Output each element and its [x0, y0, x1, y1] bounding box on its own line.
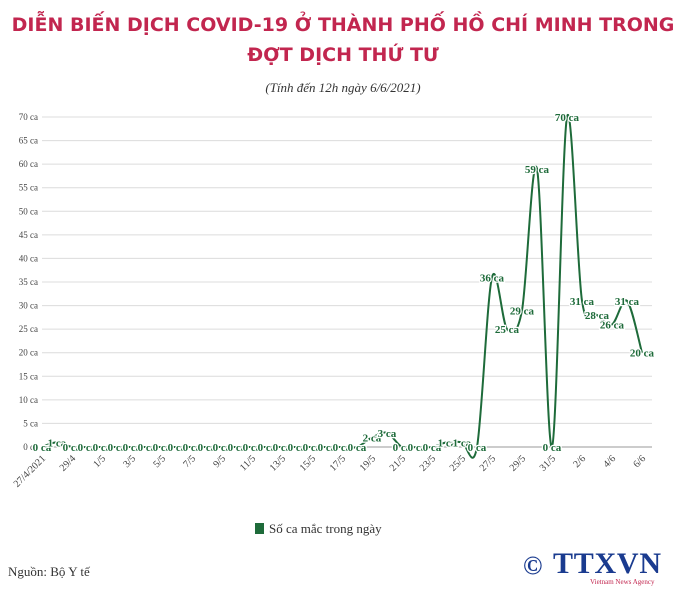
data-label: 0 ca [213, 442, 232, 454]
data-label: 0 ca [423, 442, 442, 454]
x-tick-label: 27/5 [478, 453, 498, 473]
x-tick-label: 17/5 [328, 453, 348, 473]
data-label: 0 ca [333, 442, 352, 454]
x-tick-label: 21/5 [388, 453, 408, 473]
x-tick-label: 29/5 [508, 453, 528, 473]
y-tick-label: 5 ca [23, 418, 38, 428]
y-tick-label: 15 ca [19, 371, 38, 381]
data-label: 0 ca [273, 442, 292, 454]
chart-subtitle: (Tính đến 12h ngày 6/6/2021) [265, 80, 421, 95]
x-tick-label: 5/5 [151, 453, 168, 470]
y-tick-label: 60 ca [19, 159, 38, 169]
logo-symbol: © [523, 551, 542, 580]
x-tick-label: 25/5 [448, 453, 468, 473]
data-label: 1 ca [453, 437, 472, 449]
data-label: 0 ca [153, 442, 172, 454]
data-label: 0 ca [408, 442, 427, 454]
y-tick-label: 55 ca [19, 183, 38, 193]
data-label: 2 ca [363, 433, 382, 445]
x-tick-label: 29/4 [58, 453, 78, 473]
data-label: 31 ca [615, 296, 640, 308]
data-label: 26 ca [600, 319, 625, 331]
x-tick-label: 1/5 [91, 453, 108, 470]
data-label: 0 ca [138, 442, 157, 454]
x-tick-label: 7/5 [181, 453, 198, 470]
data-label: 29 ca [510, 305, 535, 317]
source: Nguồn: Bộ Y tế [8, 564, 91, 579]
data-label: 0 ca [393, 442, 412, 454]
x-tick-label: 3/5 [121, 453, 138, 470]
x-tick-label: 31/5 [538, 453, 558, 473]
legend-swatch [255, 523, 264, 534]
x-tick-label: 19/5 [358, 453, 378, 473]
x-tick-label: 2/6 [571, 453, 588, 470]
data-label: 0 ca [303, 442, 322, 454]
chart-title: DIỄN BIẾN DỊCH COVID-19 Ở THÀNH PHỐ HỒ C… [11, 14, 675, 66]
data-label: 0 ca [198, 442, 217, 454]
data-label: 0 ca [348, 442, 367, 454]
y-tick-label: 50 ca [19, 206, 38, 216]
data-label: 31 ca [570, 296, 595, 308]
y-tick-label: 25 ca [19, 324, 38, 334]
data-label: 20 ca [630, 348, 655, 360]
data-label: 1 ca [438, 437, 457, 449]
data-label: 0 ca [318, 442, 337, 454]
data-label: 0 ca [468, 442, 487, 454]
x-tick-label: 6/6 [631, 453, 648, 470]
x-tick-label: 13/5 [268, 453, 288, 473]
data-label: 0 ca [288, 442, 307, 454]
data-label: 0 ca [183, 442, 202, 454]
data-label: 0 ca [243, 442, 262, 454]
x-tick-label: 4/6 [601, 453, 618, 470]
data-label: 1 ca [48, 437, 67, 449]
data-label: 0 ca [63, 442, 82, 454]
data-label: 25 ca [495, 324, 520, 336]
y-tick-label: 45 ca [19, 230, 38, 240]
data-label: 0 ca [78, 442, 97, 454]
data-label: 0 ca [123, 442, 142, 454]
y-tick-label: 65 ca [19, 136, 38, 146]
y-tick-label: 10 ca [19, 395, 38, 405]
data-label: 0 ca [258, 442, 277, 454]
data-label: 36 ca [480, 272, 505, 284]
legend-label: Số ca mắc trong ngày [269, 521, 382, 536]
data-label: 28 ca [585, 310, 610, 322]
data-label: 70 ca [555, 112, 580, 124]
data-label: 0 ca [168, 442, 187, 454]
logo-name: TTXVN [553, 547, 661, 580]
data-label: 59 ca [525, 164, 550, 176]
data-label: 0 ca [228, 442, 247, 454]
data-label: 3 ca [378, 428, 397, 440]
x-tick-label: 11/5 [238, 453, 258, 473]
data-line [41, 113, 643, 459]
y-tick-label: 0 ca [23, 442, 38, 452]
data-label: 0 ca [33, 442, 52, 454]
y-tick-label: 30 ca [19, 301, 38, 311]
y-tick-label: 40 ca [19, 253, 38, 263]
y-tick-label: 70 ca [19, 112, 38, 122]
x-tick-label: 23/5 [418, 453, 438, 473]
x-tick-label: 15/5 [298, 453, 318, 473]
x-tick-label: 27/4/2021 [12, 453, 48, 489]
y-tick-label: 20 ca [19, 348, 38, 358]
data-label: 0 ca [543, 442, 562, 454]
x-tick-label: 9/5 [211, 453, 228, 470]
data-label: 0 ca [108, 442, 127, 454]
y-tick-label: 35 ca [19, 277, 38, 287]
data-label: 0 ca [93, 442, 112, 454]
logo-tagline: Vietnam News Agency [590, 578, 655, 586]
